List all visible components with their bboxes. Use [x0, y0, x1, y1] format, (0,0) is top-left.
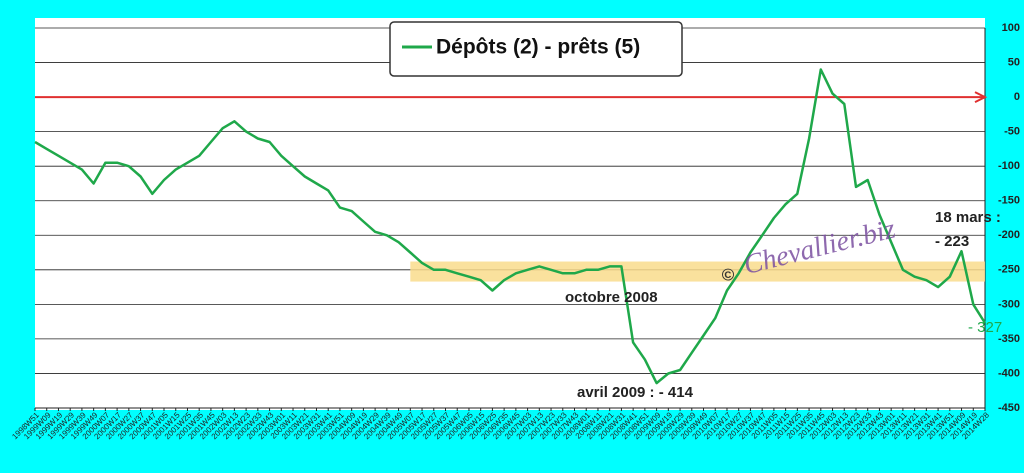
y-tick-label: 0	[1014, 91, 1020, 103]
annotation: 18 mars :	[935, 209, 1001, 226]
plot-area	[35, 18, 985, 410]
y-tick-label: -400	[998, 367, 1020, 379]
annotation: octobre 2008	[565, 289, 658, 306]
highlight-band	[410, 261, 985, 282]
y-tick-label: -100	[998, 160, 1020, 172]
legend-label: Dépôts (2) - prêts (5)	[436, 36, 640, 59]
annotation: - 223	[935, 233, 969, 250]
y-tick-label: -50	[1004, 126, 1020, 138]
annotation: avril 2009 : - 414	[577, 384, 694, 401]
y-tick-label: 100	[1002, 22, 1020, 34]
y-tick-label: -200	[998, 229, 1020, 241]
data-line	[34, 68, 987, 385]
y-tick-label: -250	[998, 264, 1020, 276]
y-tick-label: 50	[1008, 56, 1020, 68]
legend-box	[389, 21, 683, 77]
annotation: - 327	[968, 319, 1002, 336]
y-tick-label: -350	[998, 333, 1020, 345]
y-tick-label: -150	[998, 195, 1020, 207]
y-tick-label: -300	[998, 298, 1020, 310]
y-tick-label: -450	[998, 402, 1020, 414]
reference-arrow	[974, 91, 988, 103]
watermark-symbol: ©	[722, 265, 735, 284]
